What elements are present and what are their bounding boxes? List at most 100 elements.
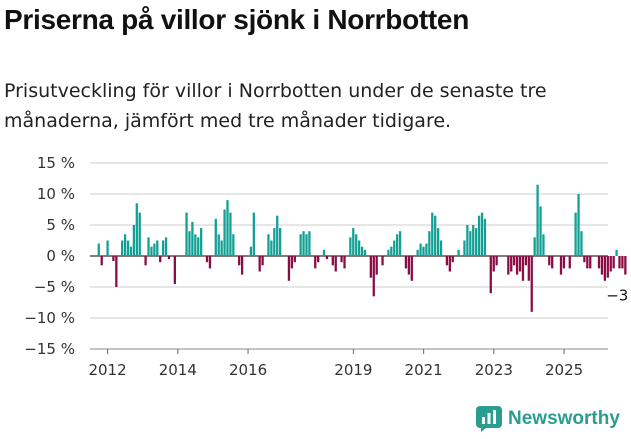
latest-value-label: −3 % (606, 287, 631, 305)
x-tick-label: 2025 (545, 361, 583, 379)
bar (355, 234, 358, 256)
bar (466, 225, 469, 256)
bar (489, 256, 492, 294)
bar (167, 256, 171, 260)
bar (562, 256, 566, 269)
bar (527, 256, 530, 281)
bar (387, 249, 390, 256)
bar (360, 246, 364, 256)
bar (597, 256, 601, 269)
bar (126, 240, 130, 256)
bar (609, 256, 612, 272)
bar (343, 256, 346, 269)
bar (515, 256, 519, 275)
bar (357, 240, 361, 256)
bar-series (97, 184, 627, 312)
bar (539, 206, 542, 256)
bar (314, 256, 317, 269)
bar (398, 231, 402, 256)
bar (232, 234, 235, 256)
bar (270, 240, 273, 256)
bar (220, 240, 223, 256)
bar (559, 256, 563, 275)
x-tick-label: 2014 (159, 361, 197, 379)
y-tick-label: −5 % (34, 278, 75, 296)
bar (258, 256, 261, 272)
bar (156, 240, 159, 256)
bar (533, 237, 536, 256)
bar (469, 231, 472, 256)
bar (267, 234, 270, 256)
bar (229, 212, 232, 256)
bar (419, 243, 422, 256)
bar (624, 256, 627, 275)
bar (416, 249, 419, 256)
bar (261, 256, 264, 266)
bar (463, 240, 466, 256)
bar (106, 240, 109, 256)
bar (322, 249, 326, 256)
bar (159, 256, 162, 263)
bar (434, 215, 437, 256)
bar (524, 256, 528, 266)
bar (305, 234, 308, 256)
bar (536, 184, 539, 256)
bar (428, 231, 431, 256)
bar (615, 249, 618, 256)
bar (240, 256, 244, 275)
bar (308, 231, 311, 256)
bar (530, 256, 533, 312)
bar (200, 228, 203, 256)
bar (205, 256, 209, 263)
bar (334, 256, 337, 272)
bar (603, 256, 607, 281)
bar (290, 256, 293, 269)
bar (548, 256, 551, 266)
bar (495, 256, 498, 266)
bar (393, 240, 396, 256)
bar (475, 228, 478, 256)
bar (112, 256, 115, 261)
bar (372, 256, 375, 297)
bar (252, 212, 255, 256)
bar (197, 237, 200, 256)
chart-title: Priserna på villor sjönk i Norrbotten (4, 4, 470, 35)
x-tick-label: 2023 (475, 361, 513, 379)
x-tick-label: 2012 (88, 361, 126, 379)
bar (325, 256, 329, 260)
bar (153, 243, 156, 256)
bar (302, 231, 305, 256)
bar (381, 256, 384, 266)
bar (161, 240, 165, 256)
bar (185, 212, 188, 256)
bar (375, 256, 378, 275)
bar (164, 237, 168, 256)
bar (194, 234, 197, 256)
bar (606, 256, 609, 278)
bar (121, 240, 124, 256)
bar (618, 256, 621, 269)
bar (340, 256, 343, 263)
bar (404, 256, 408, 269)
bar (97, 243, 100, 256)
bar (448, 256, 451, 272)
bar (150, 246, 153, 256)
bar (363, 249, 367, 256)
bar (510, 256, 513, 272)
bar (457, 249, 460, 256)
x-tick-label: 2019 (334, 361, 372, 379)
bar (214, 218, 217, 256)
bar (217, 234, 220, 256)
bar (317, 256, 320, 263)
bar (299, 234, 302, 256)
x-tick-label: 2021 (405, 361, 443, 379)
bar (483, 218, 487, 256)
bar (574, 212, 577, 256)
bar (410, 256, 413, 281)
bar (132, 225, 136, 256)
bar (173, 256, 176, 284)
bar-chart: 15 % 10 % 5 % 0 % −5 % −10 % −15 % 2012 2014 2016… (24, 154, 631, 379)
axes: 15 % 10 % 5 % 0 % −5 % −10 % −15 % 2012 2014 2016… (24, 154, 608, 379)
newsworthy-logo: Newsworthy (476, 406, 620, 432)
bar (115, 256, 118, 287)
